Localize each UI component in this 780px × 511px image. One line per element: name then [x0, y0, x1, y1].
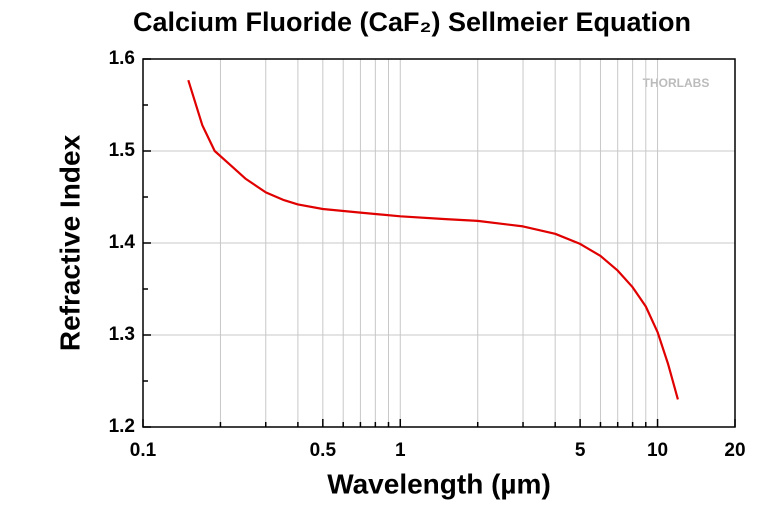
y-tick-label: 1.5 — [109, 140, 136, 161]
x-tick-label: 20 — [724, 440, 745, 461]
x-tick-label: 5 — [575, 440, 586, 461]
x-tick-label: 0.1 — [130, 440, 157, 461]
x-axis-label: Wavelength (µm) — [327, 468, 551, 499]
y-tick-label: 1.2 — [109, 416, 135, 437]
x-tick-label: 10 — [647, 440, 668, 461]
y-tick-label: 1.4 — [109, 232, 136, 253]
watermark: THORLABS — [643, 76, 710, 90]
x-tick-label: 0.5 — [310, 440, 337, 461]
x-tick-label: 1 — [395, 440, 406, 461]
plot-frame — [142, 58, 736, 428]
data-line — [187, 79, 679, 400]
y-axis-label: Refractive Index — [54, 134, 85, 351]
chart-title: Calcium Fluoride (CaF₂) Sellmeier Equati… — [133, 7, 691, 37]
y-tick-label: 1.3 — [109, 324, 135, 345]
y-tick-label: 1.6 — [109, 48, 135, 69]
